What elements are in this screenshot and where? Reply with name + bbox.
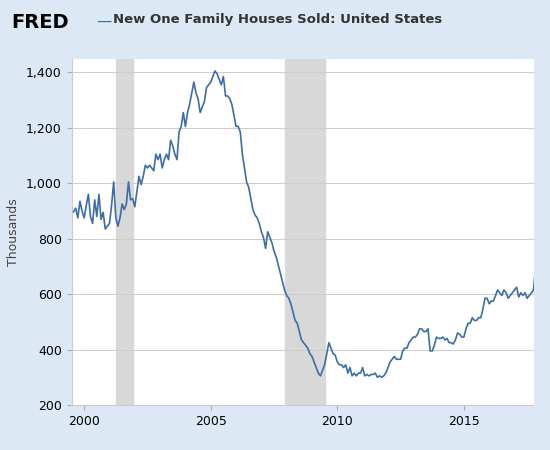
Bar	[285, 58, 324, 405]
Bar	[116, 58, 133, 405]
Text: New One Family Houses Sold: United States: New One Family Houses Sold: United State…	[113, 14, 442, 27]
Text: —: —	[96, 14, 112, 28]
Text: FRED: FRED	[11, 14, 69, 32]
Y-axis label: Thousands: Thousands	[7, 198, 20, 266]
